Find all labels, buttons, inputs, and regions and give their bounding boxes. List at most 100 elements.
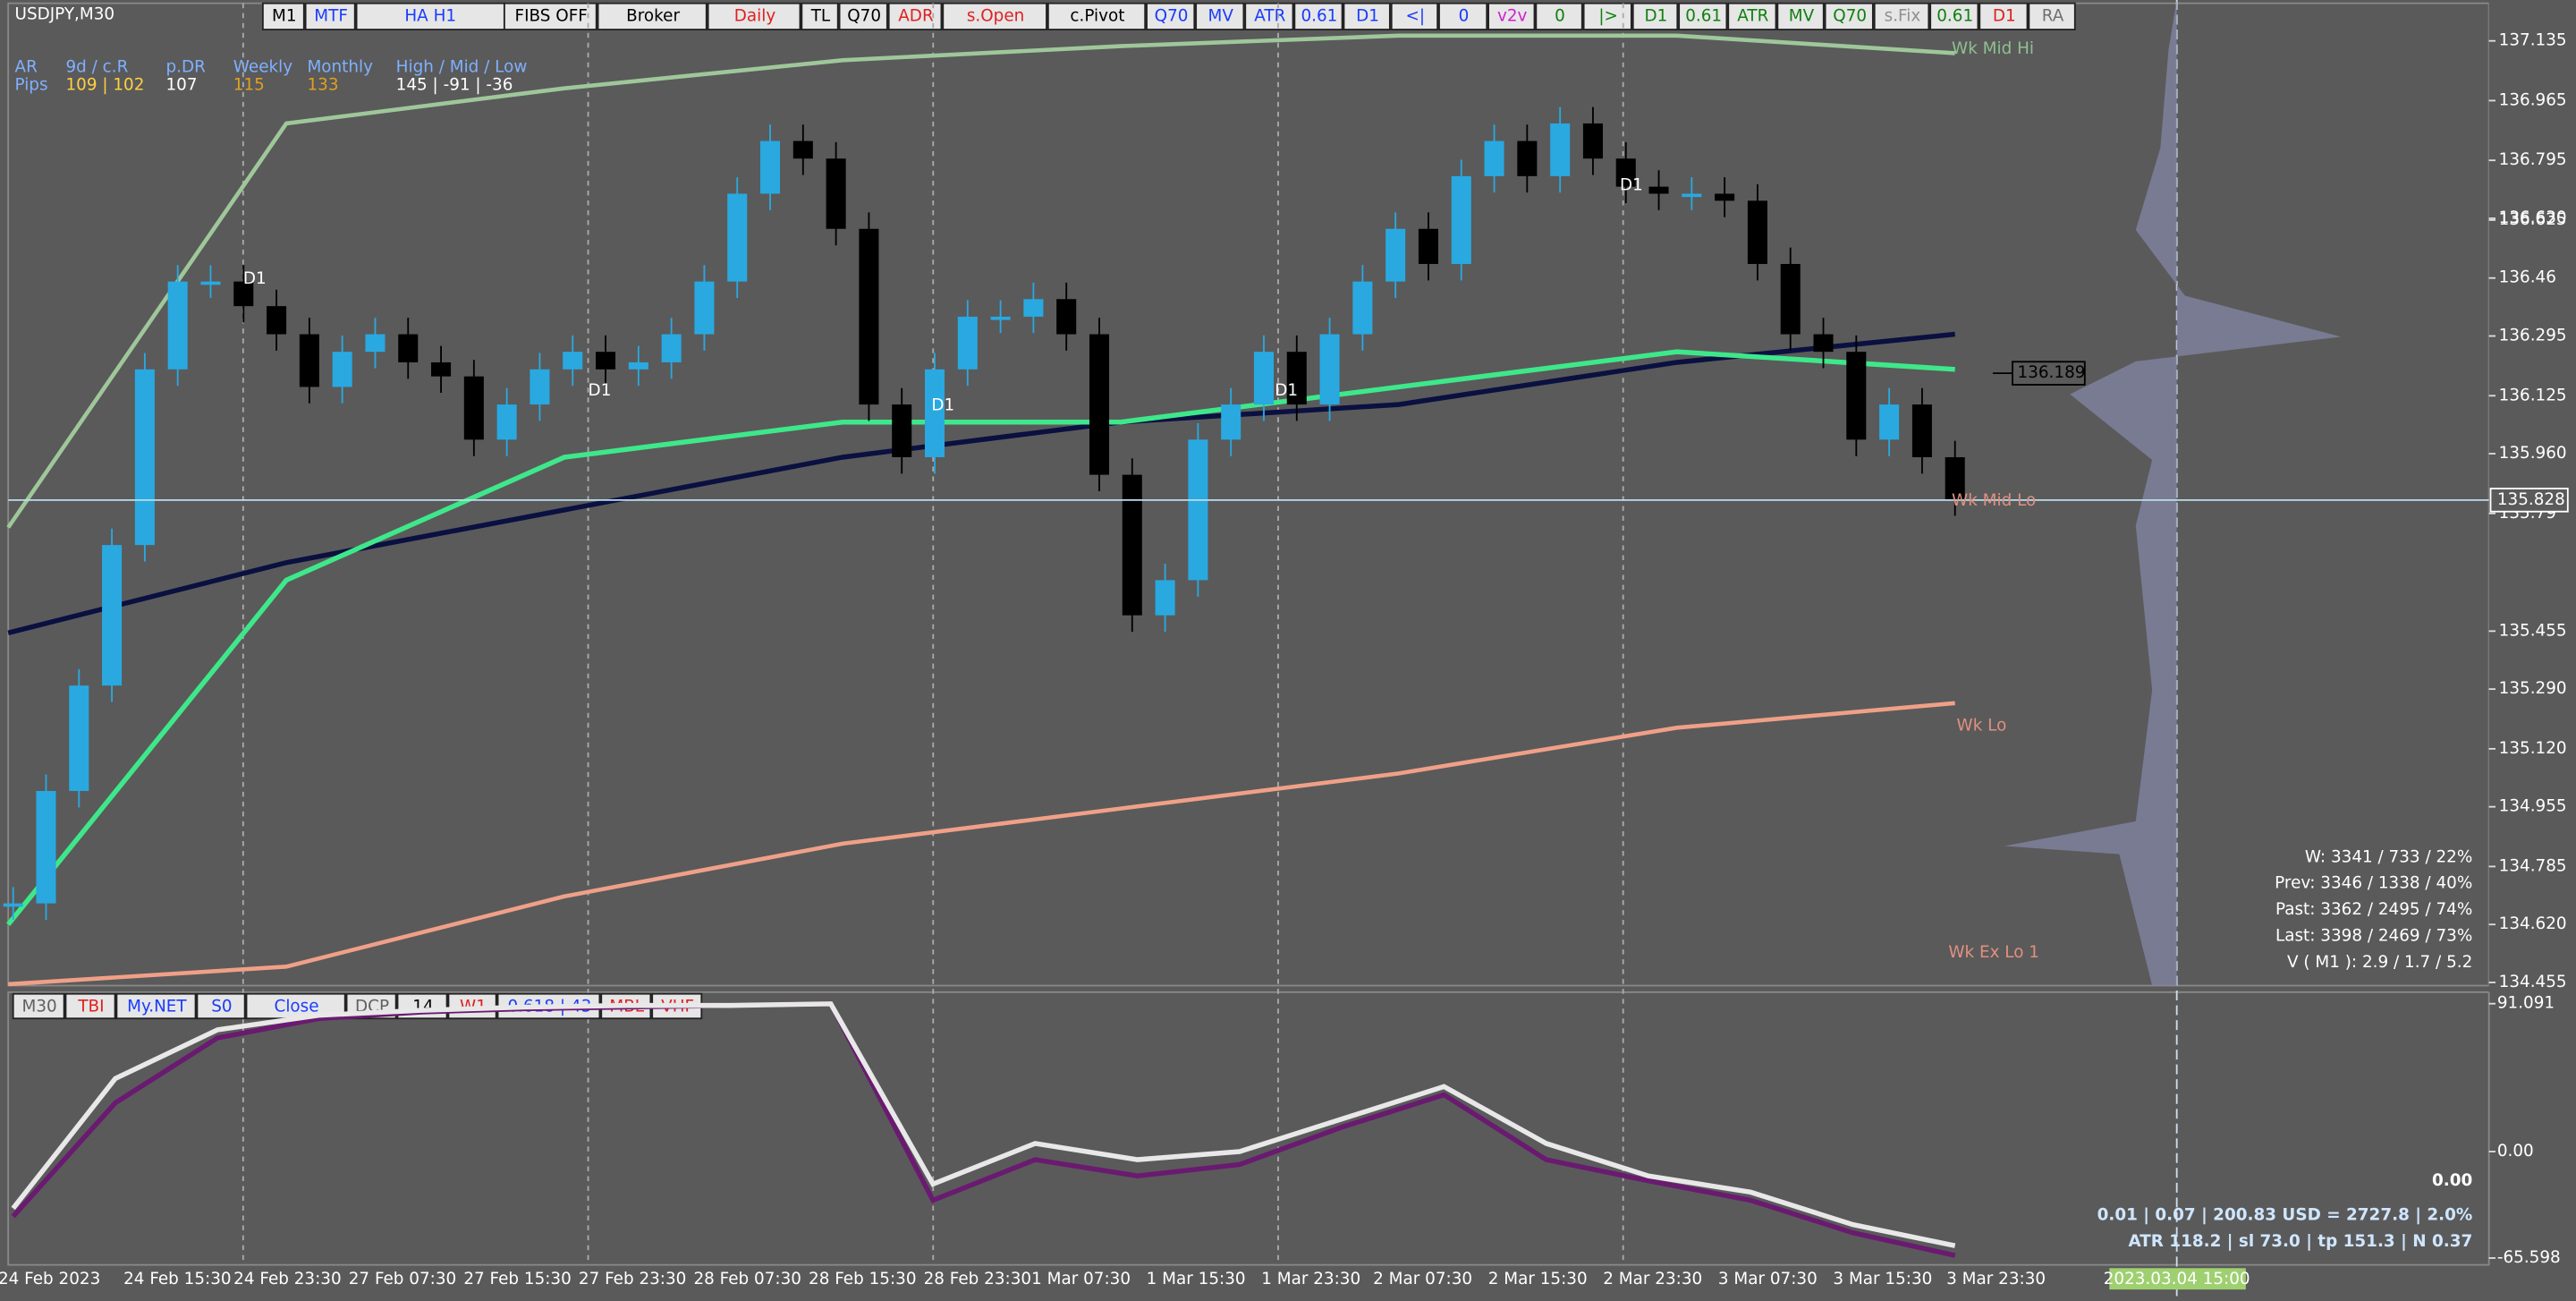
toolbar-button[interactable] bbox=[707, 2, 801, 30]
candle bbox=[530, 369, 550, 405]
toolbar-button[interactable] bbox=[1487, 2, 1536, 30]
indicator-line bbox=[7, 331, 1955, 635]
toolbar-button[interactable] bbox=[1929, 2, 1979, 30]
toolbar-button[interactable] bbox=[597, 2, 708, 30]
info-header: Monthly bbox=[307, 57, 373, 76]
candle bbox=[1089, 334, 1110, 475]
candle bbox=[1813, 334, 1834, 353]
toolbar-button[interactable] bbox=[1195, 2, 1245, 30]
indicator-button[interactable] bbox=[64, 992, 116, 1020]
toolbar-label[interactable]: D1 bbox=[1993, 6, 2016, 25]
indicator-button[interactable] bbox=[196, 992, 246, 1020]
toolbar-button[interactable] bbox=[1727, 2, 1777, 30]
x-label: 24 Feb 23:30 bbox=[233, 1270, 341, 1288]
toolbar-label[interactable]: M1 bbox=[272, 6, 297, 25]
toolbar-label[interactable]: |> bbox=[1598, 6, 1618, 25]
toolbar-label[interactable]: Q70 bbox=[1833, 6, 1867, 25]
indicator-label[interactable]: M30 bbox=[21, 997, 56, 1016]
indicator-button[interactable] bbox=[12, 992, 65, 1020]
indicator-label[interactable]: TBI bbox=[77, 997, 104, 1016]
osc-line1: 0.01 | 0.07 | 200.83 USD = 2727.8 | 2.0% bbox=[2097, 1206, 2473, 1225]
toolbar-label[interactable]: ATR bbox=[1737, 6, 1768, 25]
toolbar-label[interactable]: 0 bbox=[1555, 6, 1565, 25]
toolbar-label[interactable]: HA H1 bbox=[404, 6, 456, 25]
toolbar-button[interactable] bbox=[2028, 2, 2076, 30]
toolbar-button[interactable] bbox=[942, 2, 1047, 30]
toolbar-label[interactable]: 0 bbox=[1459, 6, 1470, 25]
indicator-label[interactable]: S0 bbox=[211, 997, 232, 1016]
indicator-label[interactable]: Close bbox=[275, 997, 319, 1016]
toolbar-button[interactable] bbox=[1146, 2, 1196, 30]
toolbar-label[interactable]: 0.61 bbox=[1936, 6, 1973, 25]
candle bbox=[1319, 334, 1340, 405]
current-price-box bbox=[2489, 488, 2569, 513]
x-label: 27 Feb 23:30 bbox=[579, 1270, 686, 1288]
toolbar-label[interactable]: Broker bbox=[626, 6, 680, 25]
toolbar-label[interactable]: Daily bbox=[734, 6, 776, 25]
x-label: 2 Mar 15:30 bbox=[1488, 1270, 1588, 1288]
toolbar-label[interactable]: c.Pivot bbox=[1070, 6, 1124, 25]
toolbar-label[interactable]: Q70 bbox=[847, 6, 881, 25]
toolbar-label[interactable]: MTF bbox=[314, 6, 348, 25]
level-label: Wk Ex Lo 1 bbox=[1948, 943, 2039, 962]
candle bbox=[1385, 228, 1406, 282]
toolbar-button[interactable] bbox=[801, 2, 839, 30]
candle bbox=[990, 316, 1011, 320]
candle bbox=[628, 361, 648, 370]
toolbar-label[interactable]: D1 bbox=[1645, 6, 1668, 25]
toolbar-label[interactable]: MV bbox=[1208, 6, 1233, 25]
toolbar-label[interactable]: FIBS OFF bbox=[515, 6, 588, 25]
toolbar-button[interactable] bbox=[355, 2, 505, 30]
y-tick-label: 134.785 bbox=[2499, 856, 2567, 875]
toolbar-button[interactable] bbox=[261, 2, 305, 30]
toolbar-button[interactable] bbox=[838, 2, 888, 30]
toolbar-button[interactable] bbox=[1979, 2, 2029, 30]
toolbar-label[interactable]: RA bbox=[2042, 6, 2064, 25]
toolbar-button[interactable] bbox=[1343, 2, 1391, 30]
candle bbox=[36, 790, 56, 904]
candle bbox=[859, 228, 879, 405]
toolbar-label[interactable]: 0.61 bbox=[1301, 6, 1337, 25]
stat: Prev: 3346 / 1338 / 40% bbox=[2275, 874, 2472, 893]
indicator-line bbox=[8, 701, 1955, 987]
toolbar-button[interactable] bbox=[1390, 2, 1439, 30]
toolbar-button[interactable] bbox=[1046, 2, 1147, 30]
x-label: 24 Feb 15:30 bbox=[123, 1270, 231, 1288]
candle bbox=[596, 352, 616, 370]
toolbar-button[interactable] bbox=[503, 2, 597, 30]
d1-label: D1 bbox=[1620, 175, 1643, 194]
toolbar-label[interactable]: D1 bbox=[1356, 6, 1379, 25]
toolbar-label[interactable]: TL bbox=[810, 6, 831, 25]
toolbar-label[interactable]: s.Fix bbox=[1885, 6, 1921, 25]
toolbar-label[interactable]: <| bbox=[1406, 6, 1426, 25]
y-tick-label: 135.960 bbox=[2499, 444, 2567, 463]
toolbar-label[interactable]: ATR bbox=[1254, 6, 1285, 25]
toolbar-button[interactable] bbox=[1631, 2, 1679, 30]
candle bbox=[1550, 123, 1571, 176]
toolbar-label[interactable]: 0.61 bbox=[1685, 6, 1722, 25]
candle bbox=[892, 404, 912, 457]
indicator-button[interactable] bbox=[115, 992, 197, 1020]
toolbar-label[interactable]: Q70 bbox=[1155, 6, 1189, 25]
toolbar-button[interactable] bbox=[304, 2, 356, 30]
volume-profile bbox=[2004, 0, 2342, 986]
toolbar-label[interactable]: MV bbox=[1789, 6, 1815, 25]
toolbar-button[interactable] bbox=[1535, 2, 1583, 30]
indicator-label[interactable]: My.NET bbox=[127, 997, 187, 1016]
candle bbox=[1188, 439, 1208, 581]
candle bbox=[69, 685, 89, 791]
toolbar-label[interactable]: ADR bbox=[898, 6, 934, 25]
toolbar-button[interactable] bbox=[1678, 2, 1728, 30]
toolbar-button[interactable] bbox=[1438, 2, 1488, 30]
toolbar-button[interactable] bbox=[1244, 2, 1294, 30]
toolbar-button[interactable] bbox=[1873, 2, 1930, 30]
x-label: 3 Mar 07:30 bbox=[1718, 1270, 1818, 1288]
toolbar-button[interactable] bbox=[1824, 2, 1874, 30]
toolbar-label[interactable]: s.Open bbox=[967, 6, 1024, 25]
toolbar-label[interactable]: v2v bbox=[1497, 6, 1528, 25]
toolbar-button[interactable] bbox=[1776, 2, 1825, 30]
toolbar-button[interactable] bbox=[1293, 2, 1343, 30]
y-tick-label: 136.46 bbox=[2499, 268, 2556, 287]
y-tick-label: 134.455 bbox=[2499, 973, 2567, 991]
